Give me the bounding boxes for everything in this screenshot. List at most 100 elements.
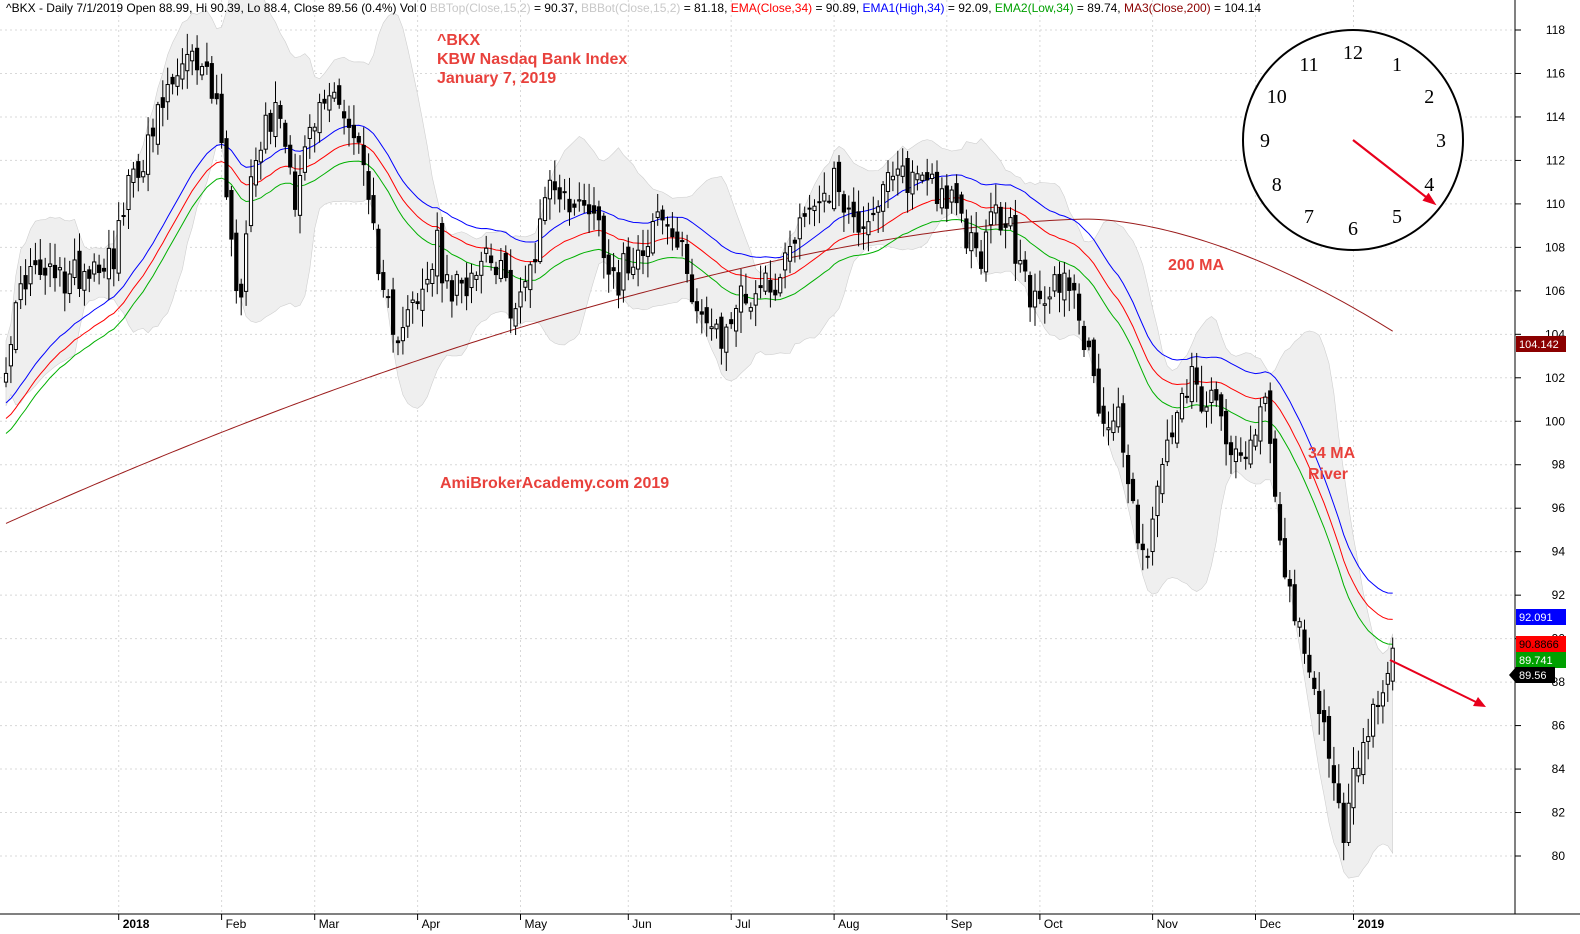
candle-body xyxy=(391,289,396,335)
candle-body xyxy=(1209,389,1214,403)
candle-body xyxy=(268,112,273,132)
candle-body xyxy=(1179,393,1185,420)
value-tag-label: 104.142 xyxy=(1519,339,1559,351)
candle-body xyxy=(278,105,283,119)
candle-body xyxy=(92,261,97,275)
candle-body xyxy=(332,91,337,99)
y-tick-label: 108 xyxy=(1545,240,1565,254)
candle-body xyxy=(827,200,832,203)
candle-body xyxy=(567,198,572,213)
candle-body xyxy=(23,275,28,290)
candle-body xyxy=(1317,690,1322,715)
ema-high-line xyxy=(5,124,1393,594)
candle-body xyxy=(1165,439,1170,463)
candle-body xyxy=(302,146,307,173)
candle-body xyxy=(62,271,67,294)
candle-body xyxy=(33,260,38,266)
candle-body xyxy=(817,201,822,204)
candle-body xyxy=(807,207,812,210)
candle-body xyxy=(38,259,43,275)
candle-body xyxy=(846,207,851,210)
candle-body xyxy=(636,249,641,270)
candle-body xyxy=(1346,802,1351,843)
candle-body xyxy=(1018,260,1023,265)
candle-body xyxy=(244,233,249,292)
candle-body xyxy=(832,167,837,210)
candle-body xyxy=(283,122,288,147)
candle-body xyxy=(1140,543,1145,551)
candle-body xyxy=(1116,406,1121,428)
x-tick-label: 2019 xyxy=(1358,917,1385,931)
candle-body xyxy=(513,308,518,327)
candle-body xyxy=(498,260,503,279)
candle-body xyxy=(1121,403,1126,453)
candle-body xyxy=(748,307,753,312)
candle-body xyxy=(87,269,92,279)
candle-body xyxy=(253,160,259,186)
candle-body xyxy=(1072,282,1077,291)
candle-body xyxy=(1199,386,1204,412)
candle-body xyxy=(640,250,646,256)
candle-body xyxy=(694,301,699,312)
candle-body xyxy=(572,203,577,208)
candle-body xyxy=(229,190,234,240)
candle-body xyxy=(1312,677,1317,689)
candle-body xyxy=(106,247,112,280)
candle-body xyxy=(1204,406,1209,412)
candle-body xyxy=(346,118,352,128)
candle-body xyxy=(214,93,219,100)
y-tick-label: 86 xyxy=(1552,719,1566,733)
candle-body xyxy=(885,172,891,192)
candle-body xyxy=(72,259,77,278)
header-ema1-value: = 92.09, xyxy=(945,1,995,15)
candle-body xyxy=(1057,273,1062,293)
candle-body xyxy=(841,194,846,213)
y-tick-label: 112 xyxy=(1546,153,1565,167)
candle-body xyxy=(778,277,783,294)
candle-body xyxy=(626,246,631,274)
candle-body xyxy=(988,211,993,226)
candle-body xyxy=(150,127,156,137)
y-tick-label: 88 xyxy=(1552,675,1566,689)
candle-body xyxy=(1380,692,1386,707)
ema-low-line xyxy=(5,160,1393,645)
candle-body xyxy=(440,223,445,284)
candle-body xyxy=(983,231,989,273)
clock-number: 8 xyxy=(1272,174,1282,196)
candle-body xyxy=(738,285,744,313)
candle-body xyxy=(449,280,454,302)
x-tick-label: Jul xyxy=(735,917,750,931)
candle-body xyxy=(719,316,724,349)
candle-body xyxy=(1341,802,1346,843)
candle-body xyxy=(631,266,636,276)
candle-body xyxy=(547,179,552,200)
candle-body xyxy=(606,254,611,275)
candle-body xyxy=(773,289,778,296)
candle-body xyxy=(1253,434,1258,447)
x-tick-label: 2018 xyxy=(123,917,150,931)
candle-body xyxy=(542,197,548,222)
candlesticks xyxy=(3,33,1395,861)
candle-body xyxy=(395,340,401,344)
clock-hand xyxy=(1352,139,1433,203)
candle-body xyxy=(665,224,670,227)
candle-body xyxy=(616,272,621,296)
candle-body xyxy=(111,248,116,270)
candle-body xyxy=(822,192,827,202)
candle-body xyxy=(1263,396,1268,404)
value-tag-label: 89.56 xyxy=(1519,670,1547,682)
candle-body xyxy=(195,47,200,71)
candle-body xyxy=(405,309,410,327)
clock-number: 4 xyxy=(1424,174,1434,196)
candle-body xyxy=(533,259,538,263)
header-ema2-label: EMA2(Low,34) xyxy=(995,1,1074,15)
candle-body xyxy=(591,205,597,214)
candle-body xyxy=(415,301,420,305)
candle-body xyxy=(714,323,719,330)
candle-body xyxy=(680,240,685,243)
candle-body xyxy=(856,211,861,233)
candle-body xyxy=(577,199,582,202)
candle-body xyxy=(175,75,180,87)
